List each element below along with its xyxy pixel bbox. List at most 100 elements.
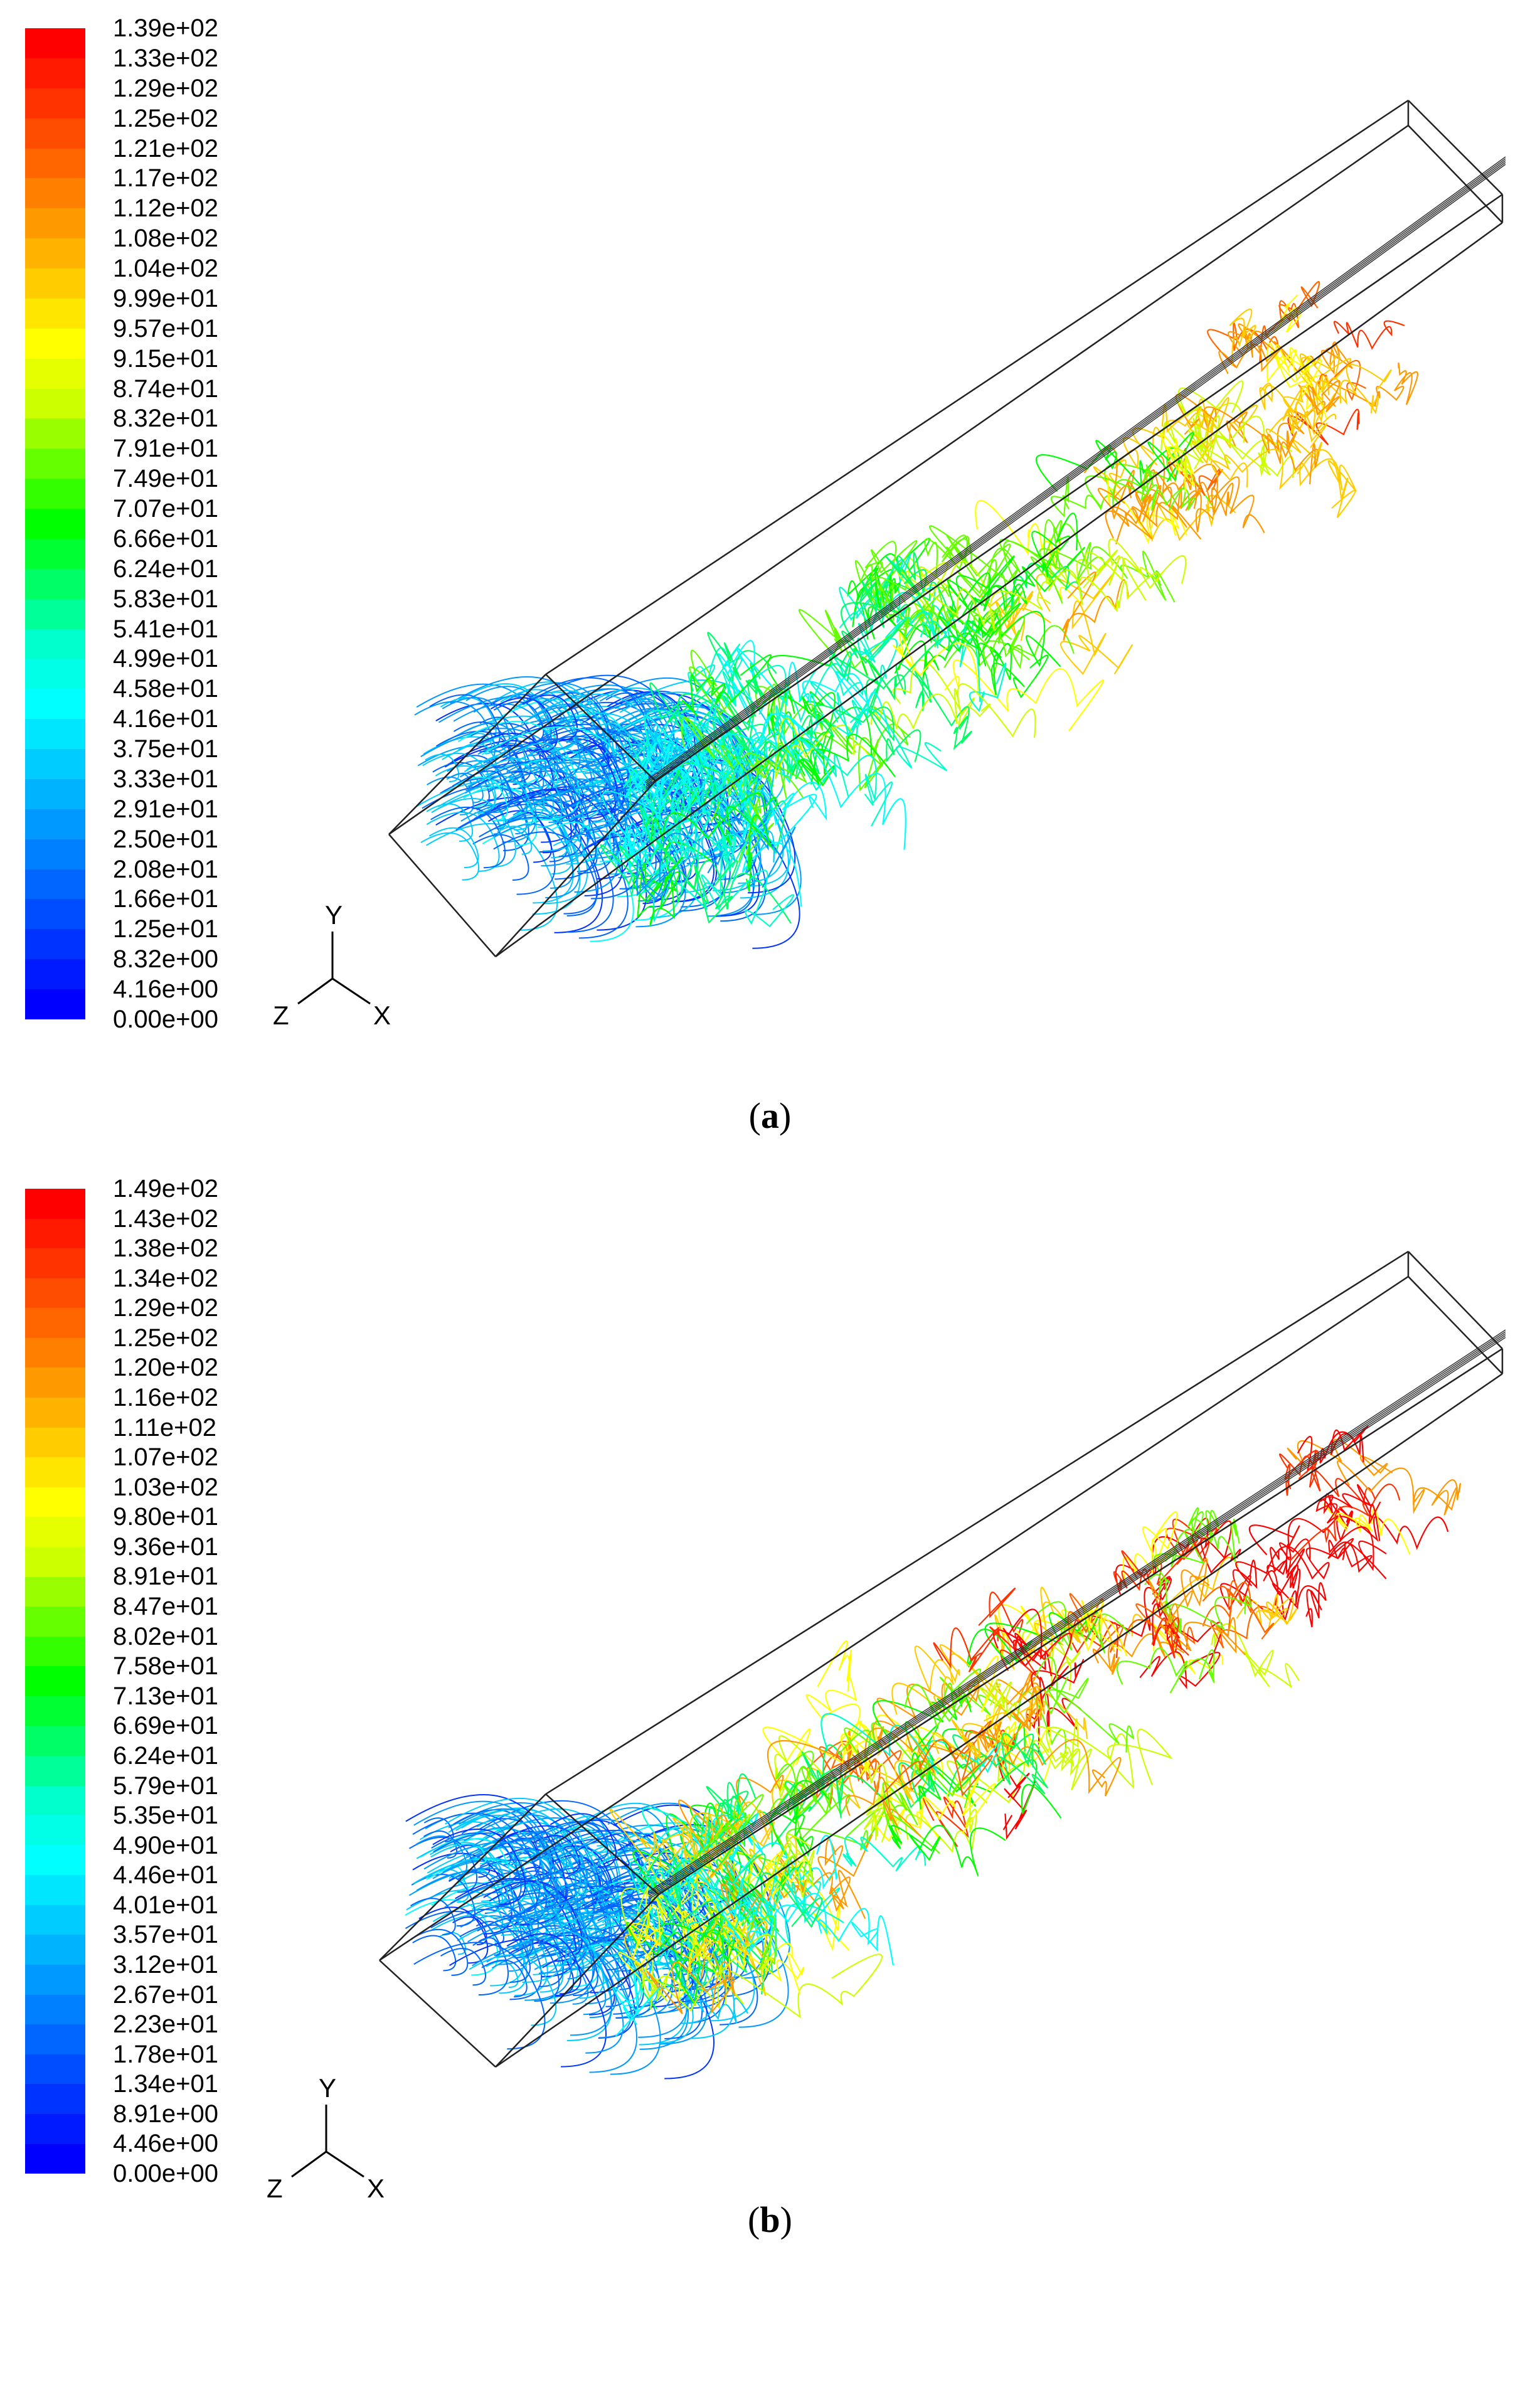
streamline <box>481 1959 528 1998</box>
colorbar-segment <box>25 1427 85 1458</box>
streamline <box>624 1918 768 1977</box>
colorbar-tick-label: 1.43e+02 <box>113 1204 218 1233</box>
streamline <box>504 793 582 858</box>
colorbar-tick-label: 8.02e+01 <box>113 1622 218 1650</box>
colorbar-segment <box>25 659 85 689</box>
colorbar-segment <box>25 148 85 179</box>
colorbar-tick-label: 3.75e+01 <box>113 735 218 763</box>
streamline <box>720 1861 762 1943</box>
colorbar-segment <box>25 238 85 268</box>
streamline <box>651 792 778 842</box>
colorbar-tick-label: 1.16e+02 <box>113 1384 218 1412</box>
streamline <box>718 640 801 706</box>
streamline <box>427 1869 469 1903</box>
streamline <box>817 1834 873 1881</box>
streamline <box>1272 1544 1327 1628</box>
streamline <box>464 747 608 865</box>
colorbar-segment <box>25 839 85 869</box>
streamline <box>449 1938 607 2068</box>
streamline <box>947 555 1015 625</box>
streamline <box>885 552 927 597</box>
streamline <box>1259 281 1320 363</box>
colorbar-tick-label: 3.57e+01 <box>113 1921 218 1949</box>
streamline <box>408 1836 477 1893</box>
colorbar-segment <box>25 929 85 960</box>
streamline <box>845 1777 922 1838</box>
streamline <box>546 1888 589 1923</box>
streamline <box>1026 1692 1081 1754</box>
streamline <box>414 701 496 768</box>
streamline <box>428 827 479 869</box>
streamline <box>966 1612 1099 1668</box>
colorbar-tick-label: 2.67e+01 <box>113 1980 218 2009</box>
streamline <box>976 1655 1053 1786</box>
streamline <box>1266 343 1327 419</box>
colorbar-segment <box>25 1845 85 1876</box>
colorbar-tick-label: 4.46e+00 <box>113 2130 218 2158</box>
streamline <box>464 1891 534 1950</box>
colorbar-tick-label: 1.25e+02 <box>113 104 218 132</box>
colorbar-tick-label: 4.16e+01 <box>113 705 218 733</box>
axis-label-y: Y <box>319 2073 337 2103</box>
colorbar-gradient-b <box>25 1189 85 2174</box>
streamline-domain-b <box>379 1250 1506 2080</box>
streamline <box>494 681 607 773</box>
colorbar-segment <box>25 2024 85 2054</box>
box-edge <box>379 1960 496 2068</box>
box-edge <box>495 1373 1503 2068</box>
box-edge <box>658 1347 1503 1896</box>
colorbar-segment <box>25 689 85 720</box>
colorbar-segment <box>25 719 85 749</box>
streamline <box>636 1901 726 1987</box>
streamline <box>449 1837 511 1889</box>
colorbar-tick-label: 1.39e+02 <box>113 14 218 42</box>
streamline <box>531 735 626 814</box>
streamline <box>486 1960 519 1989</box>
streamline <box>630 1922 805 1995</box>
box-edge <box>1408 1251 1503 1349</box>
streamline <box>664 1933 731 2001</box>
streamline <box>918 1759 1062 1819</box>
streamline <box>423 1841 586 1974</box>
colorbar-tick-label: 6.24e+01 <box>113 555 218 583</box>
streamline <box>558 1913 639 1979</box>
colorbar-b <box>25 1189 85 2174</box>
colorbar-segment <box>25 2084 85 2114</box>
streamline <box>969 607 1012 644</box>
colorbar-segment <box>25 598 85 629</box>
colorbar-tick-label: 6.24e+01 <box>113 1741 218 1770</box>
colorbar-segment <box>25 1487 85 1517</box>
streamline <box>490 697 558 753</box>
colorbar-tick-label: 1.12e+02 <box>113 194 218 223</box>
streamline <box>914 671 972 750</box>
streamline <box>1016 1613 1128 1657</box>
colorbar-segment <box>25 28 85 58</box>
streamline <box>721 664 791 731</box>
streamline <box>652 1836 718 1929</box>
colorbar-segment <box>25 1398 85 1428</box>
streamline <box>562 1822 608 1861</box>
streamline <box>511 1925 598 1996</box>
box-edge <box>655 193 1503 782</box>
streamline <box>770 1780 829 1856</box>
caption-a: (a) <box>748 1095 792 1136</box>
streamline <box>732 800 787 854</box>
streamline <box>476 1814 588 1906</box>
colorbar-tick-label: 1.66e+01 <box>113 885 218 913</box>
axis-triad-lines-b <box>291 2105 364 2178</box>
streamline <box>1106 474 1187 544</box>
streamline <box>609 1808 775 1894</box>
streamline <box>1116 1647 1215 1694</box>
box-edge <box>495 1894 659 2068</box>
colorbar-tick-label: 1.25e+02 <box>113 1324 218 1352</box>
colorbar-segment <box>25 268 85 299</box>
colorbar-tick-label: 7.49e+01 <box>113 465 218 493</box>
streamline <box>472 1930 560 2002</box>
streamline <box>892 632 979 691</box>
streamline <box>570 1815 608 1847</box>
streamline <box>1329 1484 1381 1541</box>
streamline <box>694 1859 762 1933</box>
streamline <box>1236 1594 1298 1633</box>
streamline <box>996 1671 1045 1721</box>
colorbar-segment <box>25 568 85 599</box>
